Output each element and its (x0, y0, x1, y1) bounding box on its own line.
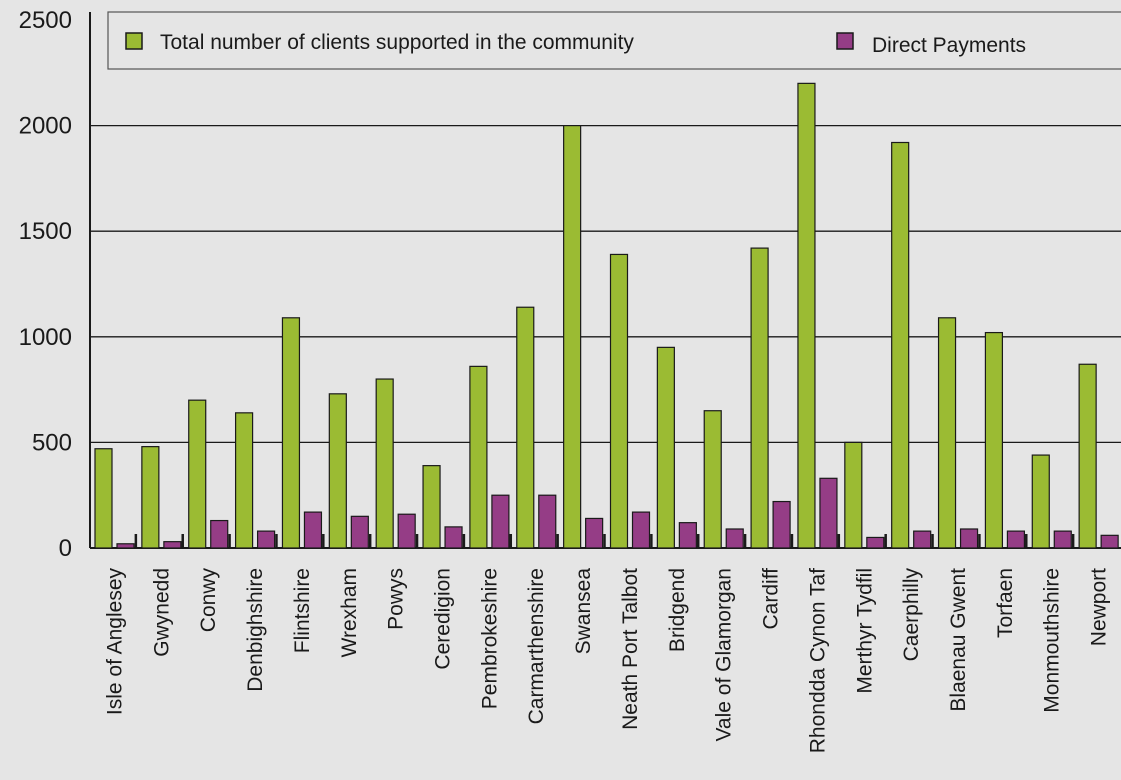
category-label: Rhondda Cynon Taf (806, 568, 829, 753)
bar-total-clients (563, 124, 582, 549)
bar-direct-payments (819, 477, 838, 549)
category-label: Flintshire (291, 568, 314, 653)
legend-box (107, 11, 1121, 70)
category-label: Monmouthshire (1041, 568, 1064, 713)
category-label: Isle of Anglesey (103, 568, 126, 716)
bar-total-clients (656, 346, 675, 549)
bar-direct-payments (538, 494, 557, 549)
category-label: Ceredigion (431, 568, 454, 670)
category-label: Caerphilly (900, 568, 923, 662)
bar-direct-payments (444, 526, 463, 549)
y-tick-labels: 0 500 1000 1500 2000 2500 (19, 7, 72, 562)
category-label: Vale of Glamorgan (713, 568, 736, 742)
bar-direct-payments (1053, 530, 1072, 549)
bar-direct-payments (725, 528, 744, 549)
bar-total-clients (281, 317, 301, 549)
bar-total-clients (516, 306, 535, 549)
bar-total-clients (375, 378, 394, 549)
bar-direct-payments (303, 511, 323, 549)
legend-label-total-clients: Total number of clients supported in the… (160, 31, 634, 54)
bar-direct-payments (631, 511, 651, 549)
category-label: Torfaen (994, 568, 1017, 638)
category-label: Wrexham (338, 568, 361, 657)
legend-label-direct-payments: Direct Payments (872, 34, 1026, 57)
bar-direct-payments (1100, 534, 1119, 549)
bar-total-clients (844, 441, 863, 549)
y-tick-label: 1500 (19, 218, 72, 245)
bars (94, 82, 1119, 549)
bar-direct-payments (913, 530, 932, 549)
bar-direct-payments (1006, 530, 1026, 549)
y-tick-label: 2000 (19, 113, 72, 140)
y-tick-label: 500 (32, 429, 72, 456)
bar-total-clients (234, 412, 254, 549)
legend-swatch-total-clients (125, 32, 143, 50)
bar-total-clients (422, 465, 441, 549)
bar-total-clients (703, 410, 722, 549)
legend: Total number of clients supported in the… (107, 11, 1121, 70)
category-label: Neath Port Talbot (619, 568, 642, 730)
category-label: Bridgend (666, 568, 689, 652)
bar-total-clients (984, 331, 1004, 549)
bar-direct-payments (210, 519, 229, 549)
bar-direct-payments (678, 522, 697, 549)
bar-total-clients (797, 82, 816, 549)
category-label: Swansea (572, 568, 595, 655)
category-label: Gwynedd (150, 568, 173, 657)
y-tick-label: 2500 (19, 7, 72, 34)
x-tick-marks (134, 534, 1075, 548)
category-label: Newport (1088, 568, 1111, 646)
bar-total-clients (609, 253, 629, 549)
bar-direct-payments (397, 513, 416, 549)
category-label: Pembrokeshire (478, 568, 501, 709)
bar-direct-payments (959, 528, 979, 549)
category-label: Cardiff (760, 568, 783, 630)
bar-total-clients (750, 247, 769, 549)
bar-direct-payments (491, 494, 510, 549)
y-tick-label: 1000 (19, 324, 72, 351)
bar-direct-payments (772, 500, 791, 549)
bar-total-clients (1078, 363, 1097, 549)
bar-direct-payments (866, 536, 885, 549)
bar-total-clients (891, 141, 910, 549)
bar-total-clients (141, 446, 160, 549)
bar-total-clients (469, 365, 488, 549)
bar-total-clients (937, 317, 957, 549)
category-label: Merthyr Tydfil (853, 568, 876, 694)
bar-direct-payments (585, 517, 604, 549)
category-label: Carmarthenshire (525, 568, 548, 724)
bar-total-clients (328, 393, 347, 549)
bar-direct-payments (256, 530, 276, 549)
category-label: Conwy (197, 568, 220, 633)
legend-swatch-direct-payments (836, 32, 854, 50)
bar-direct-payments (116, 543, 135, 549)
bar-total-clients (1031, 454, 1050, 549)
bar-direct-payments (350, 515, 369, 549)
gridlines (90, 124, 1121, 444)
category-label: Denbighshire (244, 568, 267, 692)
bar-total-clients (188, 399, 207, 549)
category-labels: Isle of Anglesey Gwynedd Conwy Denbighshire… (103, 568, 1110, 754)
category-label: Powys (385, 568, 408, 630)
y-tick-label: 0 (59, 535, 72, 562)
category-label: Blaenau Gwent (947, 568, 970, 712)
bar-direct-payments (163, 541, 182, 549)
bar-total-clients (94, 448, 113, 549)
